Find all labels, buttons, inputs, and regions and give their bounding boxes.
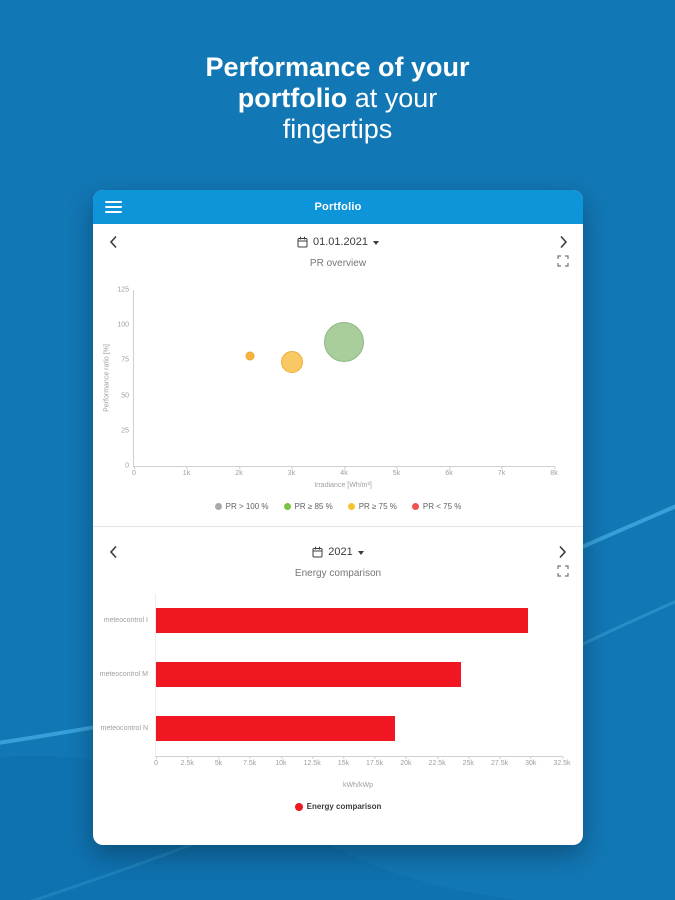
section-divider [93, 526, 583, 527]
legend-item: PR > 100 % [214, 502, 269, 511]
fullscreen-icon[interactable] [555, 564, 571, 580]
x-tick-label: 12.5k [303, 756, 321, 767]
x-tick-label: 25k [462, 756, 474, 767]
calendar-icon [297, 236, 308, 248]
legend-dot [214, 503, 222, 510]
page-title: Portfolio [314, 201, 362, 213]
x-tick-label: 2k [235, 466, 243, 477]
headline-at-your: at your [347, 83, 438, 113]
legend-dot [411, 503, 419, 510]
chevron-left-icon [109, 545, 117, 559]
bar-row: meteocontrol N [101, 716, 562, 741]
bar-category-label: meteocontrol I [103, 617, 148, 624]
chevron-left-icon [109, 235, 117, 249]
chevron-down-icon [357, 551, 364, 555]
pr-chart-title: PR overview [309, 258, 367, 269]
y-tick-label: 0 [125, 462, 129, 470]
x-tick-label: 32.5k [553, 756, 571, 767]
legend-dot [283, 503, 291, 510]
bar-row: meteocontrol I [104, 608, 562, 633]
legend-item: PR < 75 % [411, 502, 462, 511]
x-tick-label: 30k [525, 756, 537, 767]
legend-item: PR ≥ 75 % [347, 502, 397, 511]
headline-line3: fingertips [282, 114, 393, 144]
x-tick-label: 6k [445, 466, 453, 477]
x-tick-label: 5k [392, 466, 401, 477]
pr-legend: PR > 100 % PR ≥ 85 % PR ≥ 75 % PR < 75 % [93, 502, 583, 511]
pr-bubble [324, 322, 364, 363]
x-tick-label: 8k [550, 466, 558, 477]
next-date-button[interactable] [549, 228, 577, 256]
legend-label: Energy comparison [306, 802, 382, 811]
y-tick-label: 100 [117, 321, 129, 329]
x-tick-label: 4k [340, 466, 348, 477]
legend-label: PR > 100 % [225, 502, 269, 511]
app-card: Portfolio 01.01.2021 PR overview 0 25 50 75… [93, 190, 583, 845]
x-tick-label: 2.5k [180, 756, 194, 767]
x-tick-label: 0 [154, 756, 158, 767]
x-tick-label: 7.5k [243, 756, 257, 767]
legend-item: Energy comparison [294, 802, 382, 811]
chevron-right-icon [559, 235, 567, 249]
menu-icon[interactable] [105, 198, 122, 216]
prev-year-button[interactable] [99, 538, 127, 566]
energy-date-nav: 2021 [99, 538, 577, 566]
fullscreen-icon[interactable] [555, 254, 571, 270]
headline-portfolio: portfolio [237, 83, 348, 113]
energy-bar [156, 716, 395, 741]
year-picker-trigger[interactable]: 2021 [312, 546, 364, 558]
chevron-down-icon [373, 241, 380, 245]
pr-bubble [245, 351, 254, 361]
pr-x-axis-label: Irradiance [Wh/m²] [314, 482, 372, 489]
legend-item: PR ≥ 85 % [283, 502, 333, 511]
y-tick-label: 125 [117, 286, 129, 294]
x-tick-label: 0 [132, 466, 136, 477]
y-tick-label: 75 [121, 356, 129, 364]
x-tick-label: 3k [287, 466, 296, 477]
energy-plot: meteocontrol I meteocontrol M meteocontrol… [100, 594, 571, 767]
x-tick-label: 10k [275, 756, 287, 767]
x-tick-label: 27.5k [490, 756, 509, 767]
pr-y-axis-label: Performance ratio [%] [103, 344, 111, 412]
energy-legend: Energy comparison [93, 802, 583, 811]
energy-bar [156, 608, 529, 633]
y-tick-label: 25 [121, 427, 129, 435]
next-year-button[interactable] [549, 538, 577, 566]
legend-label: PR ≥ 85 % [294, 502, 333, 511]
bar-category-label: meteocontrol M [99, 671, 148, 678]
pr-plot: 0 25 50 75 100 125 0 1k 2k 3k 4k 5k 6k 7k 8k [117, 287, 557, 478]
pr-date-nav: 01.01.2021 [99, 228, 577, 256]
energy-bar [156, 662, 461, 687]
selected-date: 01.01.2021 [312, 236, 369, 248]
headline-line1: Performance of your [205, 52, 470, 82]
x-tick-label: 17.5k [366, 756, 384, 767]
x-tick-label: 22.5k [428, 756, 446, 767]
x-tick-label: 7k [497, 466, 506, 477]
legend-label: PR < 75 % [422, 502, 462, 511]
energy-chart-title: Energy comparison [294, 568, 382, 579]
bar-row: meteocontrol M [100, 662, 562, 687]
legend-label: PR ≥ 75 % [358, 502, 397, 511]
legend-dot [294, 802, 303, 811]
x-tick-label: 1k [182, 466, 191, 477]
app-header: Portfolio [93, 190, 583, 224]
marketing-headline: Performance of your portfolio at your fi… [0, 52, 675, 145]
x-tick-label: 15k [337, 756, 350, 767]
x-tick-label: 20k [400, 756, 412, 767]
legend-dot [347, 503, 355, 510]
prev-date-button[interactable] [99, 228, 127, 256]
bar-category-label: meteocontrol N [100, 725, 148, 732]
y-tick-label: 50 [121, 392, 129, 400]
selected-year: 2021 [328, 546, 353, 558]
x-tick-label: 5k [214, 756, 223, 767]
calendar-icon [312, 546, 323, 558]
energy-x-axis-label: kWh/kWp [343, 782, 373, 789]
date-picker-trigger[interactable]: 01.01.2021 [297, 236, 380, 248]
chevron-right-icon [559, 545, 567, 559]
pr-bubble [280, 350, 303, 373]
